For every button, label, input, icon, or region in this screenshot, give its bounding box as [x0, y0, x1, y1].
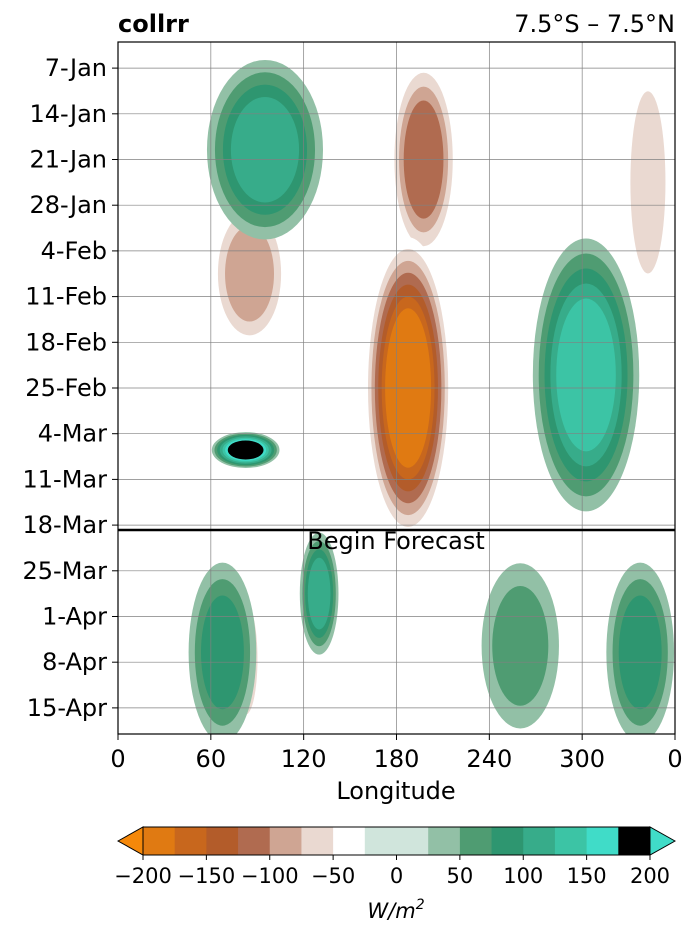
colorbar-unit-exponent: 2: [416, 897, 425, 913]
x-axis: 0 60 120 180 240 300 0: [110, 734, 683, 773]
colorbar-segment: [238, 827, 271, 855]
chart-subtitle: 7.5°S – 7.5°N: [514, 10, 675, 38]
contour-band: [492, 585, 549, 706]
y-tick-label: 7-Jan: [45, 54, 107, 82]
y-axis: 7-Jan 14-Jan 21-Jan 28-Jan 4-Feb 11-Feb 18-Feb…: [23, 54, 118, 722]
colorbar-segment: [586, 827, 619, 855]
gridlines: [118, 42, 675, 734]
y-tick-label: 4-Mar: [38, 420, 107, 448]
contour-band: [230, 96, 300, 203]
x-tick-label: 0: [110, 745, 125, 773]
contour-band: [227, 440, 264, 460]
x-tick-label: 0: [667, 745, 682, 773]
y-tick-label: 21-Jan: [29, 146, 107, 174]
colorbar-tick-label: −100: [241, 864, 299, 888]
y-tick-label: 25-Mar: [23, 557, 108, 585]
colorbar-segment: [269, 827, 302, 855]
contour-band: [225, 226, 275, 322]
colorbar-segment: [491, 827, 524, 855]
contour-band: [556, 298, 616, 452]
colorbar-tick-label: 0: [390, 864, 403, 888]
y-tick-label: 28-Jan: [29, 191, 107, 219]
contour-band: [201, 595, 244, 710]
colorbar-segment: [206, 827, 239, 855]
colorbar-label: W/m2: [367, 897, 424, 923]
colorbar-unit: W/m: [367, 899, 415, 923]
colorbar-segment: [301, 827, 334, 855]
x-tick-label: 180: [374, 745, 420, 773]
colorbar-segment: [428, 827, 461, 855]
contour-features: [188, 56, 675, 734]
colorbar-segment: [459, 827, 493, 855]
colorbar-segment: [364, 827, 429, 855]
y-tick-label: 8-Apr: [42, 648, 107, 676]
plot-area: [118, 42, 675, 734]
contour-band: [618, 595, 662, 710]
colorbar-segment: [333, 827, 366, 855]
y-tick-label: 4-Feb: [41, 237, 107, 265]
x-axis-label: Longitude: [336, 777, 455, 805]
colorbar-tick-label: 50: [447, 864, 474, 888]
contour-band: [307, 557, 331, 630]
colorbar-tick-label: 150: [567, 864, 607, 888]
y-tick-label: 18-Mar: [23, 511, 108, 539]
y-tick-label: 11-Feb: [25, 283, 107, 311]
x-tick-label: 120: [281, 745, 327, 773]
colorbar-tick-label: −150: [178, 864, 236, 888]
colorbar-segment: [174, 827, 207, 855]
colorbar-segment: [618, 827, 651, 855]
y-tick-label: 25-Feb: [25, 374, 107, 402]
forecast-label: Begin Forecast: [307, 527, 485, 555]
colorbar-tick-label: 200: [630, 864, 670, 888]
colorbar-tick-label: 100: [503, 864, 543, 888]
chart-title: collrr: [118, 10, 189, 38]
x-tick-label: 300: [559, 745, 605, 773]
colorbar-tick-label: −200: [114, 864, 172, 888]
contour-band: [630, 91, 666, 274]
colorbar-tick-label: −50: [311, 864, 355, 888]
y-tick-label: 15-Apr: [27, 694, 107, 722]
colorbar-segment: [523, 827, 556, 855]
y-tick-label: 11-Mar: [23, 465, 108, 493]
colorbar: −200 −150 −100 −50 0 50 100 150 200: [114, 826, 677, 888]
y-tick-label: 14-Jan: [29, 100, 107, 128]
colorbar-segment: [554, 827, 588, 855]
colorbar-extend-low: [116, 826, 144, 856]
colorbar-extend-high: [649, 826, 677, 856]
x-tick-label: 240: [466, 745, 512, 773]
y-tick-label: 18-Feb: [25, 328, 107, 356]
x-tick-label: 60: [196, 745, 227, 773]
colorbar-segment: [143, 827, 176, 855]
y-tick-label: 1-Apr: [42, 602, 107, 630]
